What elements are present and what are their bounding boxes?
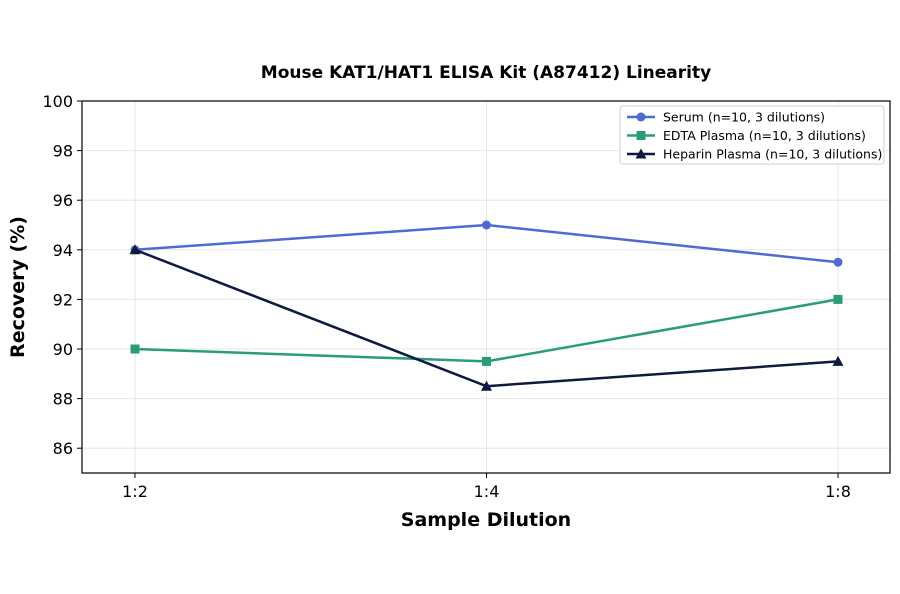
legend-item: Serum (n=10, 3 dilutions) [627,110,825,125]
x-tick-label: 1:4 [474,482,500,501]
series-3 [129,244,844,391]
series-layer [129,220,844,391]
y-tick-label: 94 [53,241,73,260]
data-point [482,356,491,366]
data-point [129,244,141,255]
y-tick-label: 90 [53,340,73,359]
data-point [130,344,140,354]
legend-box [619,105,885,165]
legend: Serum (n=10, 3 dilutions) EDTA Plasma (n=… [619,105,885,165]
legend-label: Serum (n=10, 3 dilutions) [663,110,825,125]
legend-label: EDTA Plasma (n=10, 3 dilutions) [663,128,866,143]
y-tick-label: 88 [53,390,73,409]
x-axis-label: Sample Dilution [401,509,571,531]
y-tick-label: 100 [42,92,73,111]
y-tick-label: 96 [53,191,73,210]
ticks-layer: 86 88 90 92 94 96 98 100 1:2 1:4 1:8 [42,92,850,501]
legend-item: Heparin Plasma (n=10, 3 dilutions) [627,147,882,162]
legend-label: Heparin Plasma (n=10, 3 dilutions) [663,147,882,162]
data-point [833,257,843,267]
y-axis-label: Recovery (%) [7,216,29,358]
y-tick-label: 98 [53,142,73,161]
data-point [832,355,844,366]
x-tick-label: 1:2 [122,482,148,501]
series-2 [130,294,843,366]
y-tick-label: 86 [53,439,73,458]
data-point [482,220,491,230]
legend-item: EDTA Plasma (n=10, 3 dilutions) [627,128,866,143]
legend-marker [636,112,646,122]
legend-marker [635,148,647,159]
series-1 [130,220,843,267]
legend-marker [636,131,646,140]
data-point [481,380,492,391]
y-tick-label: 92 [53,290,73,309]
chart-title: Mouse KAT1/HAT1 ELISA Kit (A87412) Linea… [261,63,711,83]
data-point [833,294,843,304]
x-tick-label: 1:8 [825,482,851,501]
